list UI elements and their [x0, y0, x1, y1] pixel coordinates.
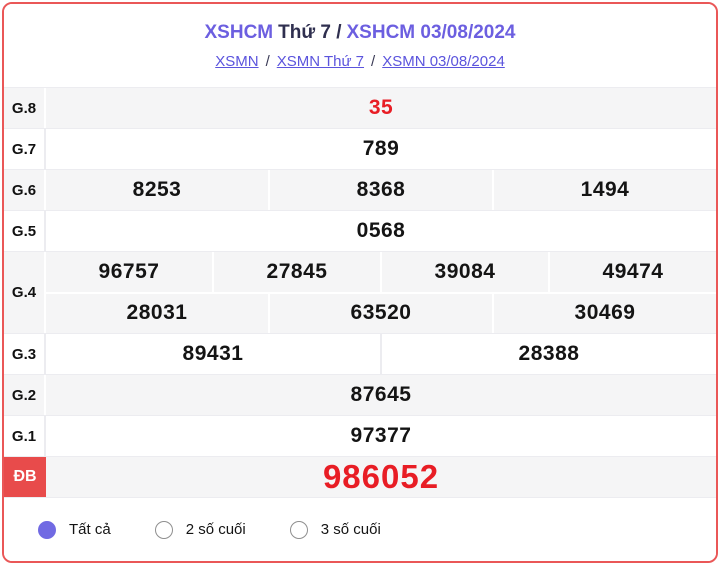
prize-row-label: G.3 [4, 334, 46, 374]
prize-row-label: G.7 [4, 129, 46, 169]
breadcrumb-separator: / [371, 52, 376, 70]
filter-option-label: 2 số cuối [185, 521, 246, 538]
prize-number: 97377 [350, 424, 412, 447]
filter-bar: Tất cả 2 số cuối 3 số cuối [4, 498, 716, 561]
prize-row-label: G.5 [4, 211, 46, 251]
prize-number: 27845 [212, 252, 380, 292]
prize-row-g3: G.3 89431 28388 [4, 334, 716, 375]
prize-number: 89431 [182, 342, 244, 365]
filter-option-2[interactable]: 3 số cuối [289, 520, 381, 539]
radio-selected-icon[interactable] [38, 520, 56, 539]
radio-unselected-icon[interactable] [289, 520, 308, 539]
title-weekday: Thứ 7 / [278, 21, 342, 43]
breadcrumb: XSMN / XSMN Thứ 7 / XSMN 03/08/2024 [215, 53, 505, 70]
filter-option-label: 3 số cuối [320, 521, 381, 538]
title-date: XSHCM 03/08/2024 [346, 21, 516, 43]
special-prize-badge: ĐB [4, 457, 46, 497]
prize-number: 1494 [492, 170, 716, 210]
prize-number: 789 [362, 137, 400, 160]
breadcrumb-link-2[interactable]: XSMN 03/08/2024 [382, 52, 505, 70]
prize-number: 39084 [380, 252, 548, 292]
page-title: XSHCM Thứ 7 / XSHCM 03/08/2024 [205, 22, 516, 44]
prize-row-label: G.2 [4, 375, 46, 415]
radio-unselected-icon[interactable] [154, 520, 173, 539]
prize-number: 49474 [548, 252, 716, 292]
filter-option-label: Tất cả [69, 521, 111, 538]
prize-row-g4: G.4 96757 27845 39084 49474 28031 63520 30469 [4, 252, 716, 334]
filter-option-1[interactable]: 2 số cuối [154, 520, 246, 539]
prize-row-label: G.6 [4, 170, 46, 210]
breadcrumb-link-0[interactable]: XSMN [215, 52, 259, 70]
prize-row-g7: G.7 789 [4, 129, 716, 170]
prize-number: 63520 [268, 293, 492, 333]
prize-number: 0568 [356, 219, 406, 242]
prize-row-g5: G.5 0568 [4, 211, 716, 252]
title-station: XSHCM [204, 21, 274, 43]
prize-row-đb: ĐB 986052 [4, 457, 716, 498]
breadcrumb-link-1[interactable]: XSMN Thứ 7 [276, 52, 365, 70]
prize-row-label: G.1 [4, 416, 46, 456]
filter-option-0[interactable]: Tất cả [38, 520, 111, 539]
prize-number: 8253 [132, 178, 182, 201]
breadcrumb-separator: / [265, 52, 270, 70]
prize-row-g6: G.6 8253 8368 1494 [4, 170, 716, 211]
prize-row-g1: G.1 97377 [4, 416, 716, 457]
results-table: G.8 35 G.7 789 G.6 8253 8368 1494 G.5 0568 G.4 9675… [4, 88, 716, 498]
prize-row-label: G.4 [4, 252, 46, 333]
prize-number: 986052 [322, 458, 440, 495]
prize-number: 96757 [98, 259, 160, 283]
prize-row-label: G.8 [4, 88, 46, 128]
prize-number: 35 [368, 96, 394, 119]
prize-number: 28388 [380, 334, 716, 374]
prize-row-g2: G.2 87645 [4, 375, 716, 416]
prize-number: 87645 [350, 383, 412, 406]
prize-number: 8368 [268, 170, 492, 210]
prize-number: 28031 [126, 301, 188, 325]
prize-row-g8: G.8 35 [4, 88, 716, 129]
card-header: XSHCM Thứ 7 / XSHCM 03/08/2024 XSMN / XSMN… [4, 4, 716, 88]
prize-number: 30469 [492, 293, 716, 333]
